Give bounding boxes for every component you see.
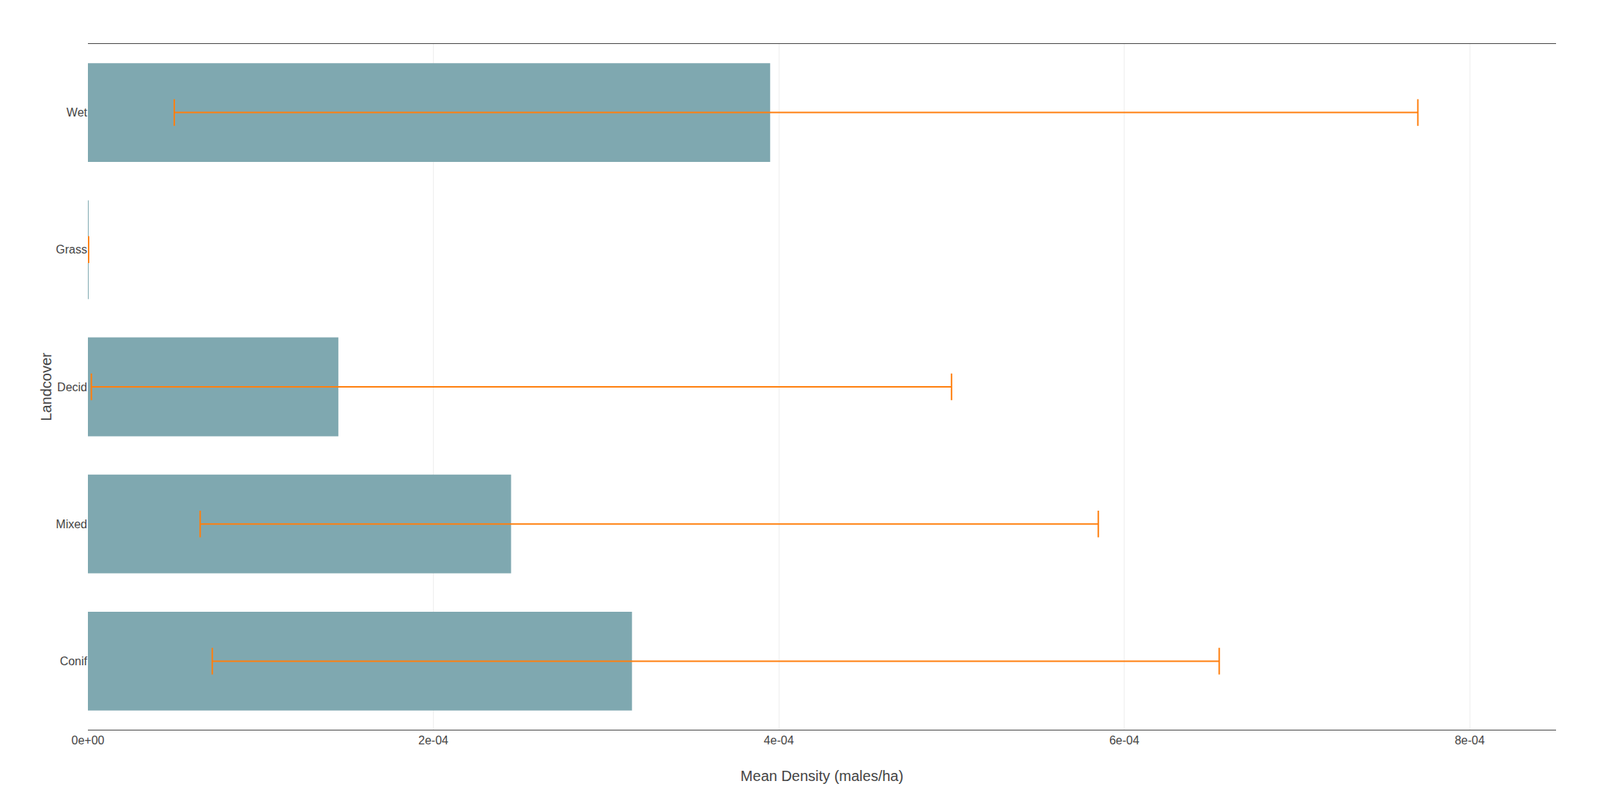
svg-text:Wet: Wet [66, 106, 88, 119]
svg-text:Landcover: Landcover [38, 352, 55, 422]
svg-text:8e-04: 8e-04 [1454, 734, 1485, 747]
svg-text:Mixed: Mixed [55, 517, 88, 531]
svg-text:Grass: Grass [55, 243, 88, 256]
svg-text:6e-04: 6e-04 [1109, 734, 1140, 747]
svg-text:Decid: Decid [57, 380, 88, 394]
svg-text:2e-04: 2e-04 [418, 734, 449, 747]
svg-text:4e-04: 4e-04 [764, 734, 795, 747]
svg-text:Mean Density (males/ha): Mean Density (males/ha) [740, 767, 904, 784]
svg-text:Conif: Conif [60, 654, 88, 668]
svg-text:0e+00: 0e+00 [71, 734, 105, 747]
